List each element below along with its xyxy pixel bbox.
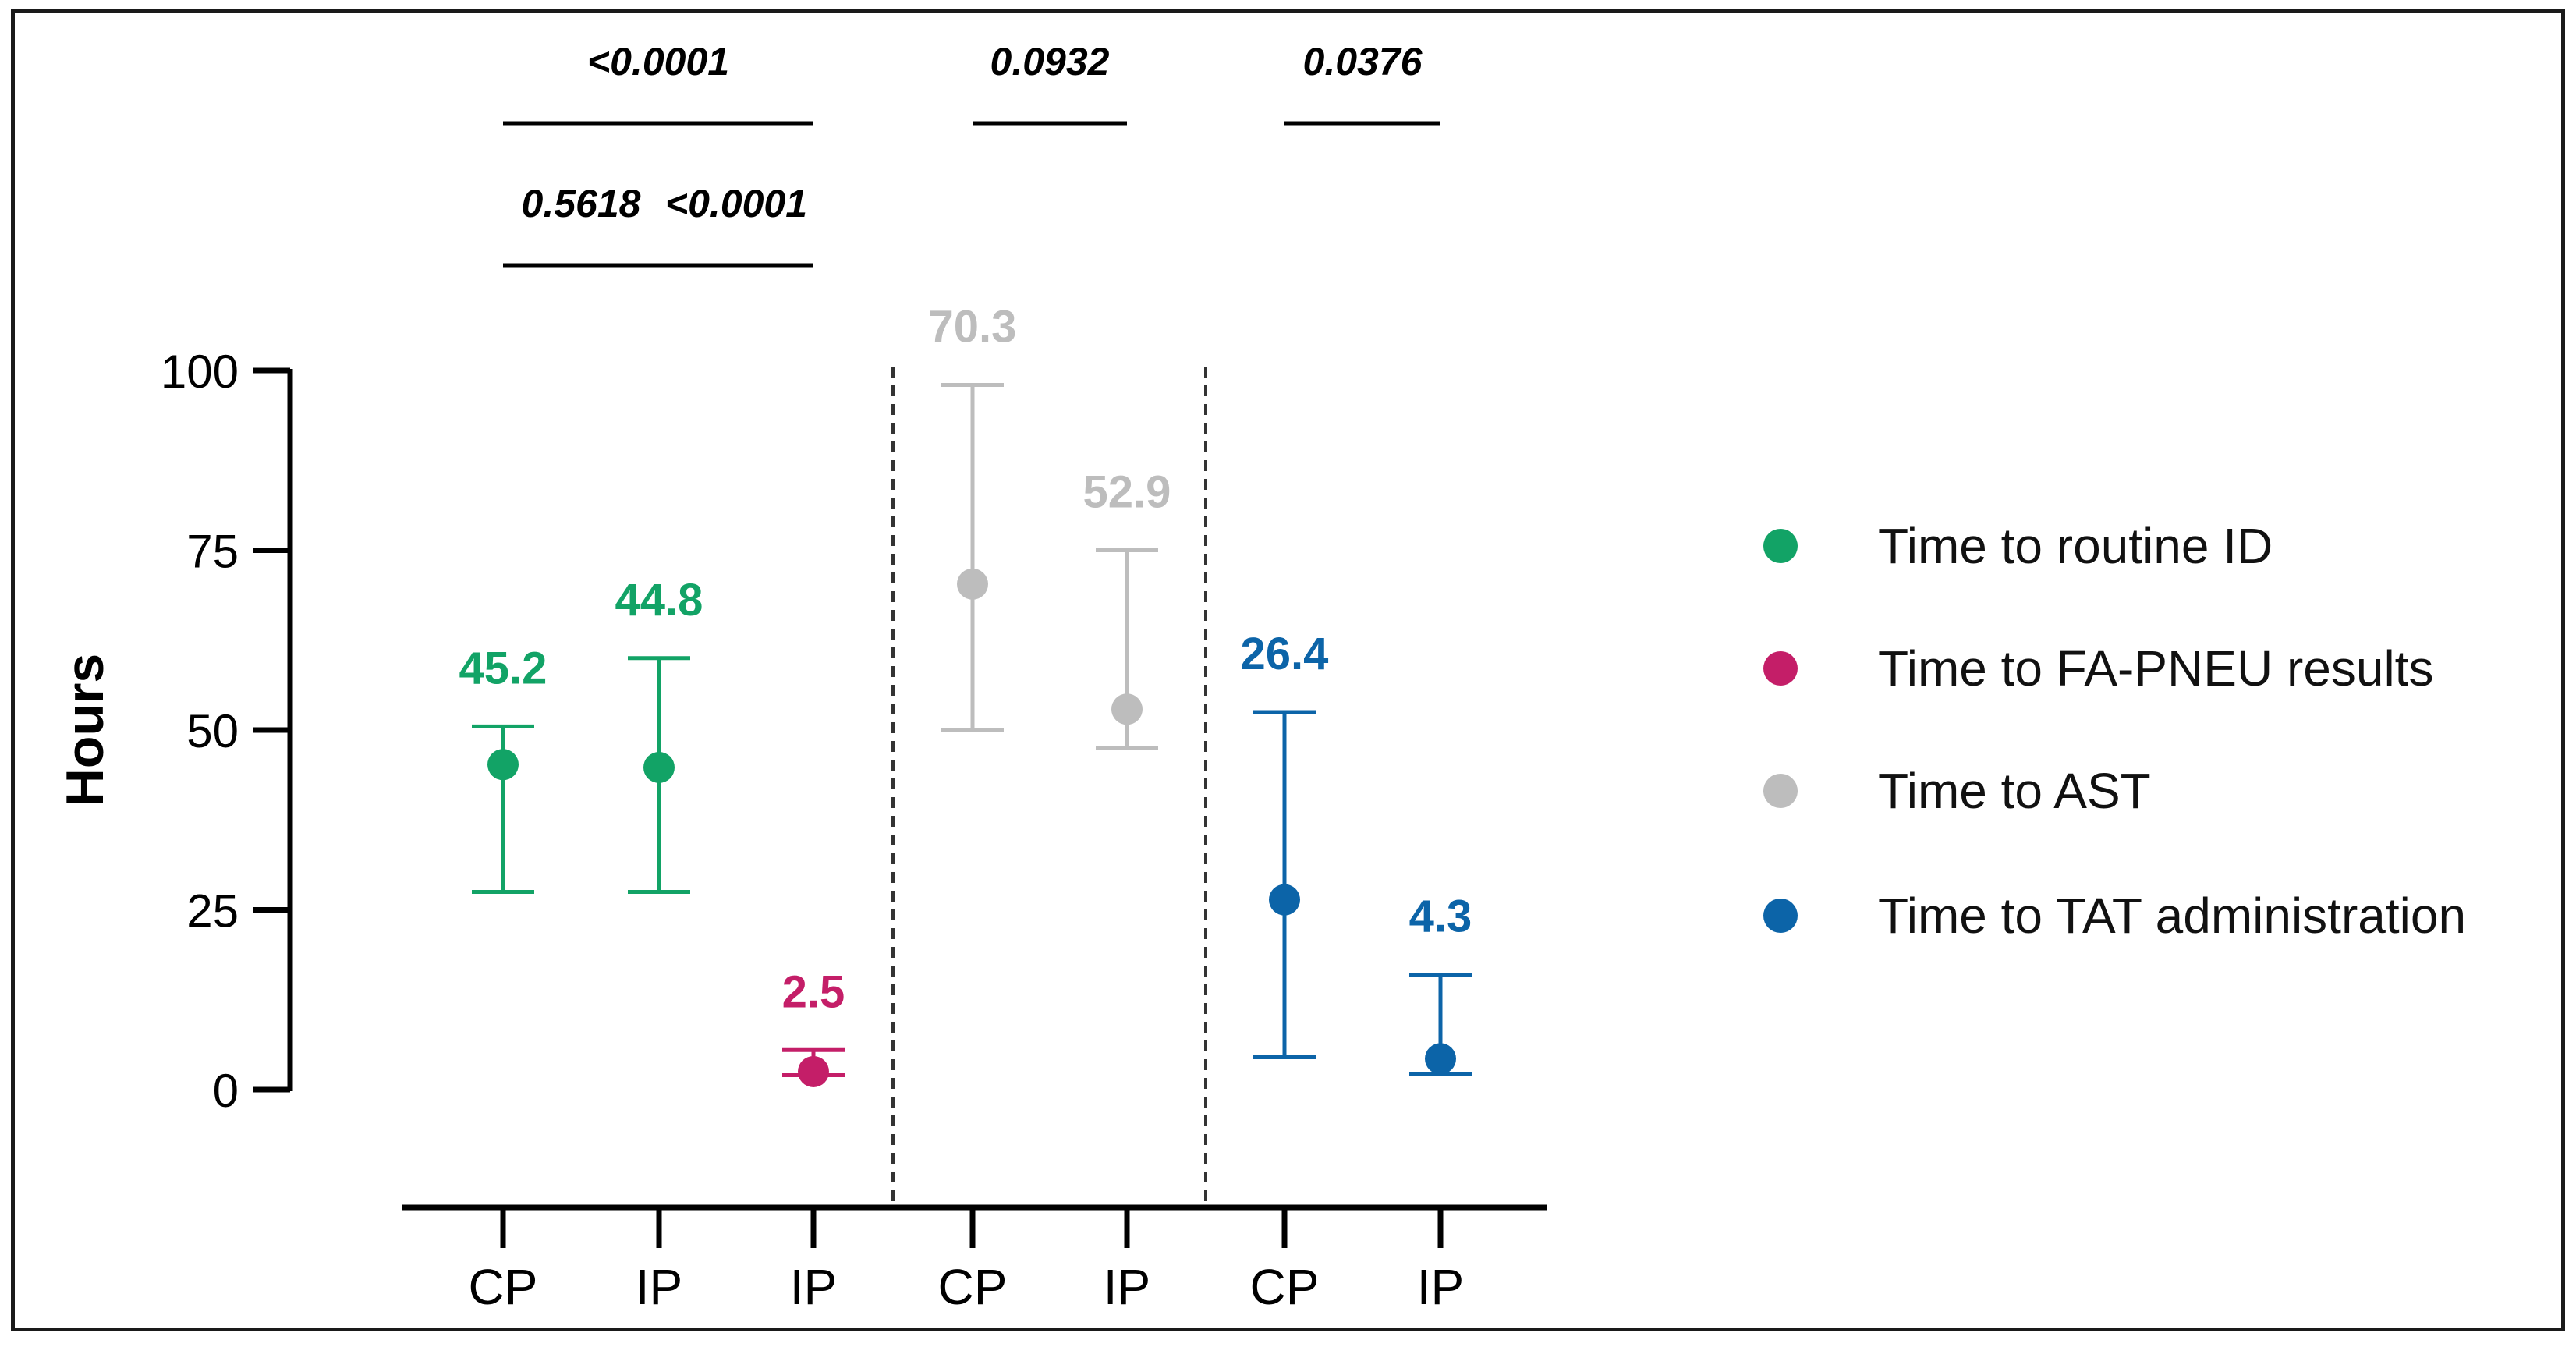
data-label: 2.5 [782,966,845,1017]
p-value-label: <0.0001 [587,40,729,83]
data-point [798,1055,829,1087]
data-point [1269,884,1300,916]
data-label: 52.9 [1083,467,1171,518]
y-tick-label: 50 [186,705,239,757]
x-tick-label: IP [636,1259,682,1315]
legend-entry: Time to TAT administration [1878,888,2466,944]
legend-marker [1763,774,1798,808]
chart-frame: 0 25 50 75 100 Hours CP IP IP CP IP CP IP <0.0001 0.56… [11,9,2565,1331]
y-tick-label: 25 [186,885,239,938]
chart-svg: 0 25 50 75 100 Hours CP IP IP CP IP CP IP <0.0001 0.56… [55,40,2466,1315]
legend-entry: Time to FA-PNEU results [1878,640,2433,697]
data-point [1111,693,1143,725]
data-label: 45.2 [459,643,547,693]
data-label: 70.3 [929,301,1017,352]
y-tick-label: 100 [161,346,239,398]
p-value-label: <0.0001 [665,182,807,225]
data-point [643,751,675,783]
legend-entry: Time to AST [1878,763,2151,819]
data-point [957,568,988,600]
p-value-label: 0.0932 [990,40,1110,83]
data-label: 44.8 [615,575,703,626]
y-axis-title: Hours [55,654,115,806]
y-tick-label: 75 [186,526,239,578]
legend-marker [1763,529,1798,563]
legend-marker [1763,651,1798,686]
p-value-label: 0.5618 [522,182,641,225]
legend-entry: Time to routine ID [1878,518,2273,574]
legend-marker [1763,899,1798,933]
p-value-label: 0.0376 [1303,40,1423,83]
y-tick-label: 0 [213,1065,239,1117]
data-point [1425,1043,1456,1075]
data-label: 26.4 [1241,629,1329,679]
x-tick-label: CP [938,1259,1008,1315]
x-tick-label: IP [790,1259,837,1315]
x-tick-label: IP [1417,1259,1464,1315]
x-tick-label: IP [1104,1259,1150,1315]
x-tick-label: CP [1250,1259,1320,1315]
data-label: 4.3 [1409,891,1472,941]
x-tick-label: CP [469,1259,538,1315]
data-point [487,749,519,781]
